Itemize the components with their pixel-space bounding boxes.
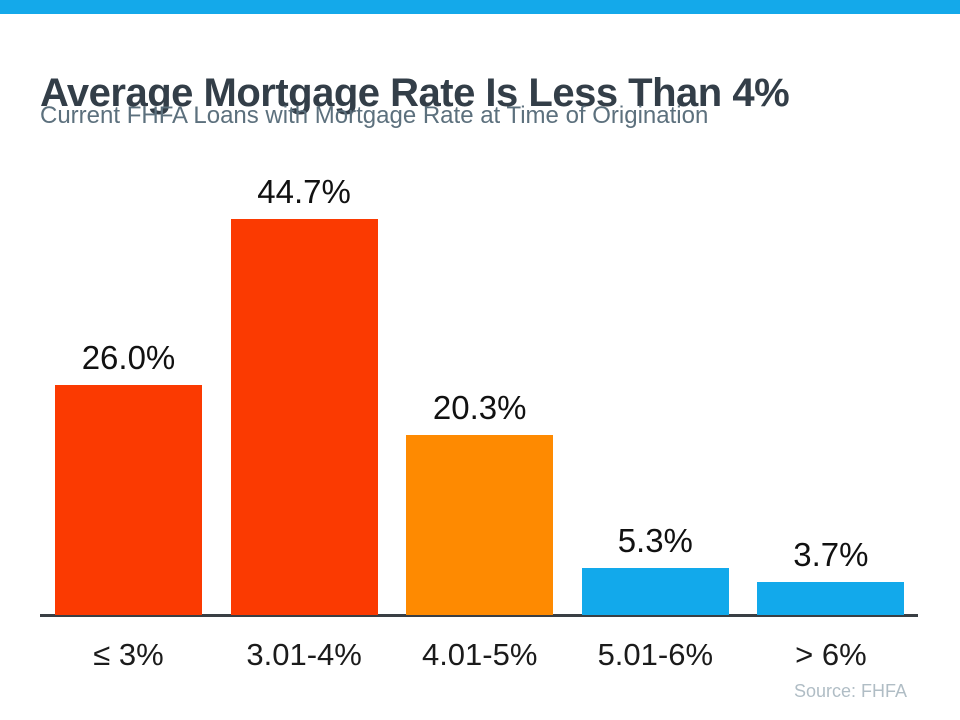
source-note: Source: FHFA bbox=[793, 681, 907, 701]
bar-chart: 26.0% ≤ 3% 44.7% 3.01-4% 20.3% 4.01-5% 5.3% 5.0… bbox=[40, 160, 918, 672]
category-label: > 6% bbox=[795, 637, 867, 672]
bar bbox=[230, 219, 378, 615]
bar-value-label: 44.7% bbox=[257, 173, 351, 210]
bar-value-label: 3.7% bbox=[793, 536, 869, 573]
bar bbox=[581, 568, 729, 615]
bar-value-label: 26.0% bbox=[81, 339, 176, 376]
category-label: ≤ 3% bbox=[93, 637, 164, 672]
bar-value-label: 20.3% bbox=[432, 389, 527, 426]
x-axis-line bbox=[40, 614, 918, 617]
bar bbox=[406, 435, 554, 615]
top-accent-stripe bbox=[0, 0, 960, 14]
bar-value-label: 5.3% bbox=[617, 522, 693, 559]
category-label: 4.01-5% bbox=[421, 637, 538, 672]
category-label: 3.01-4% bbox=[246, 637, 362, 672]
page-title: Average Mortgage Rate Is Less Than 4% bbox=[40, 70, 790, 115]
bar bbox=[757, 582, 905, 615]
bar bbox=[55, 385, 202, 615]
category-label: 5.01-6% bbox=[597, 637, 714, 672]
page-subtitle: Current FHFA Loans with Mortgage Rate at… bbox=[40, 102, 709, 129]
